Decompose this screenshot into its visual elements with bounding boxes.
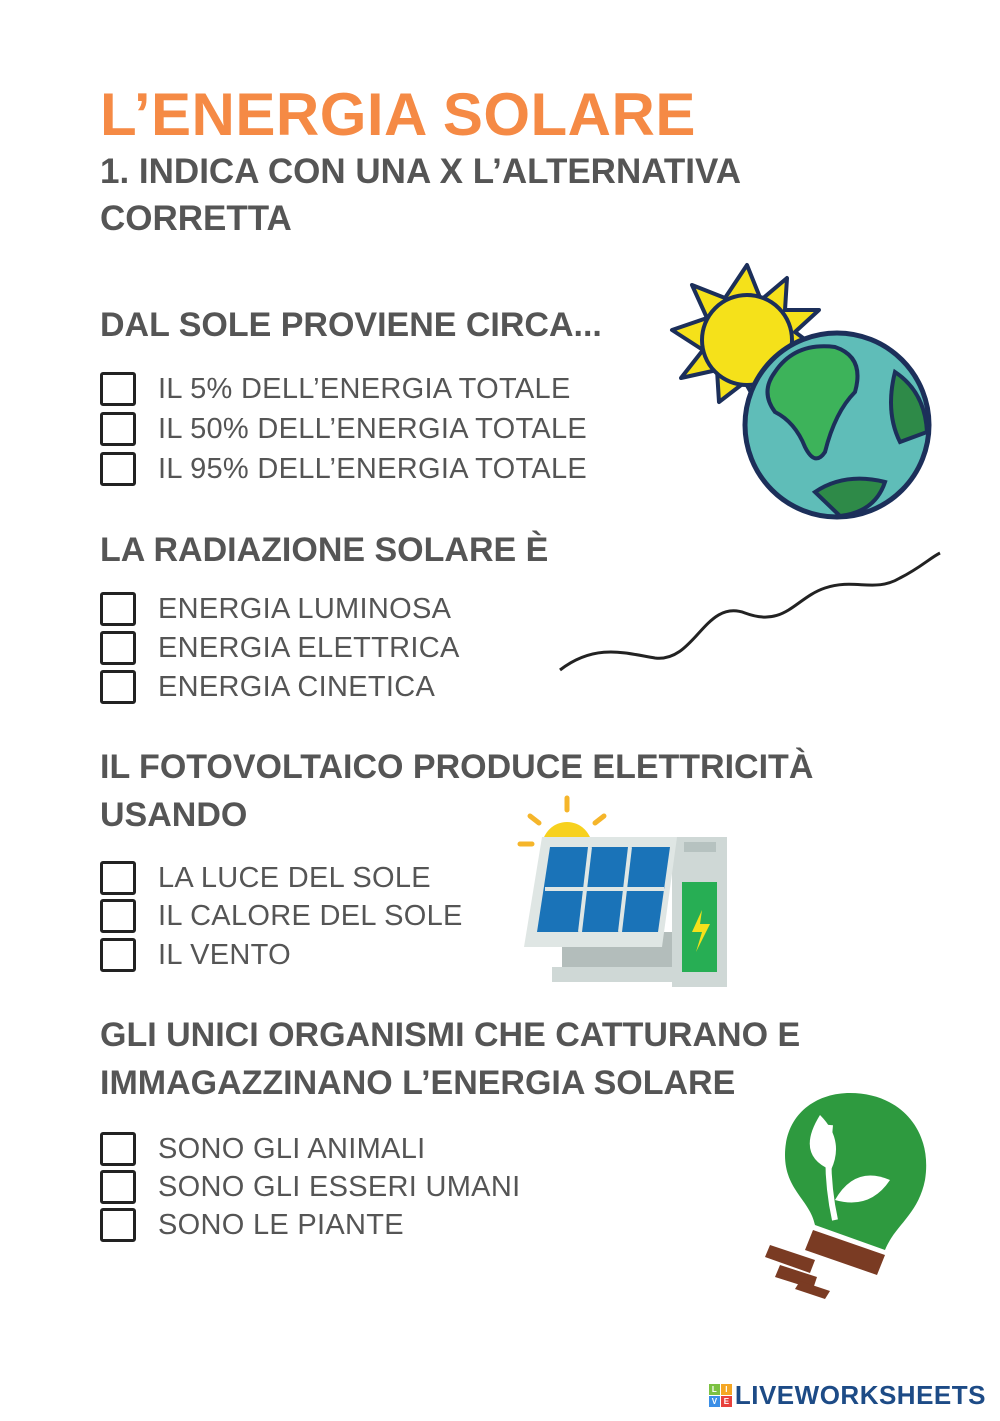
checkbox[interactable] [100, 452, 136, 486]
option-label: ENERGIA CINETICA [158, 670, 436, 703]
checkbox[interactable] [100, 670, 136, 704]
liveworksheets-logo[interactable]: L I V E LIVEWORKSHEETS [708, 1380, 986, 1411]
option-1-3[interactable]: IL 95% DELL’ENERGIA TOTALE [100, 450, 587, 488]
logo-text: LIVEWORKSHEETS [734, 1380, 986, 1410]
option-1-1[interactable]: IL 5% DELL’ENERGIA TOTALE [100, 370, 571, 408]
checkbox[interactable] [100, 938, 136, 972]
option-2-3[interactable]: ENERGIA CINETICA [100, 668, 435, 706]
logo-letter: E [720, 1396, 732, 1407]
question-3-heading-1: IL FOTOVOLTAICO PRODUCE ELETTRICITÀ [100, 748, 814, 786]
option-label: SONO LE PIANTE [158, 1208, 404, 1241]
checkbox[interactable] [100, 899, 136, 933]
option-label: IL 50% DELL’ENERGIA TOTALE [158, 412, 588, 445]
checkbox[interactable] [100, 412, 136, 446]
instruction-line-2: CORRETTA [100, 199, 292, 238]
sun-earth-icon [670, 263, 932, 520]
option-2-1[interactable]: ENERGIA LUMINOSA [100, 590, 451, 628]
option-3-3[interactable]: IL VENTO [100, 936, 291, 974]
option-label: IL 5% DELL’ENERGIA TOTALE [158, 372, 571, 405]
option-1-2[interactable]: IL 50% DELL’ENERGIA TOTALE [100, 410, 587, 448]
logo-letter: I [720, 1384, 732, 1395]
page-title: L’ENERGIA SOLARE [100, 81, 696, 148]
option-label: SONO GLI ESSERI UMANI [158, 1170, 521, 1203]
logo-letter: L [708, 1384, 720, 1395]
logo-mark: L I V E [708, 1384, 732, 1407]
checkbox[interactable] [100, 631, 136, 665]
option-label: SONO GLI ANIMALI [158, 1132, 426, 1165]
option-label: IL 95% DELL’ENERGIA TOTALE [158, 452, 588, 485]
question-4-heading-2: IMMAGAZZINANO L’ENERGIA SOLARE [100, 1064, 736, 1102]
option-4-3[interactable]: SONO LE PIANTE [100, 1206, 404, 1244]
checkbox[interactable] [100, 1132, 136, 1166]
eco-bulb-icon [765, 1093, 927, 1299]
option-2-2[interactable]: ENERGIA ELETTRICA [100, 629, 460, 667]
checkbox[interactable] [100, 592, 136, 626]
logo-letter: V [708, 1396, 720, 1407]
option-3-1[interactable]: LA LUCE DEL SOLE [100, 859, 431, 897]
question-2-heading: LA RADIAZIONE SOLARE È [100, 531, 549, 569]
option-4-1[interactable]: SONO GLI ANIMALI [100, 1130, 426, 1168]
option-label: LA LUCE DEL SOLE [158, 861, 431, 894]
question-3-heading-2: USANDO [100, 796, 248, 834]
checkbox[interactable] [100, 372, 136, 406]
question-1-heading: DAL SOLE PROVIENE CIRCA... [100, 306, 602, 344]
option-4-2[interactable]: SONO GLI ESSERI UMANI [100, 1168, 520, 1206]
question-4-heading-1: GLI UNICI ORGANISMI CHE CATTURANO E [100, 1016, 801, 1054]
option-label: IL CALORE DEL SOLE [158, 899, 463, 932]
option-label: IL VENTO [158, 938, 291, 971]
solar-panel-icon [517, 795, 727, 987]
option-3-2[interactable]: IL CALORE DEL SOLE [100, 897, 463, 935]
instruction-line-1: 1. INDICA CON UNA X L’ALTERNATIVA [100, 152, 742, 191]
option-label: ENERGIA ELETTRICA [158, 631, 460, 664]
wave-icon [559, 551, 941, 672]
option-label: ENERGIA LUMINOSA [158, 592, 452, 625]
checkbox[interactable] [100, 861, 136, 895]
checkbox[interactable] [100, 1170, 136, 1204]
checkbox[interactable] [100, 1208, 136, 1242]
